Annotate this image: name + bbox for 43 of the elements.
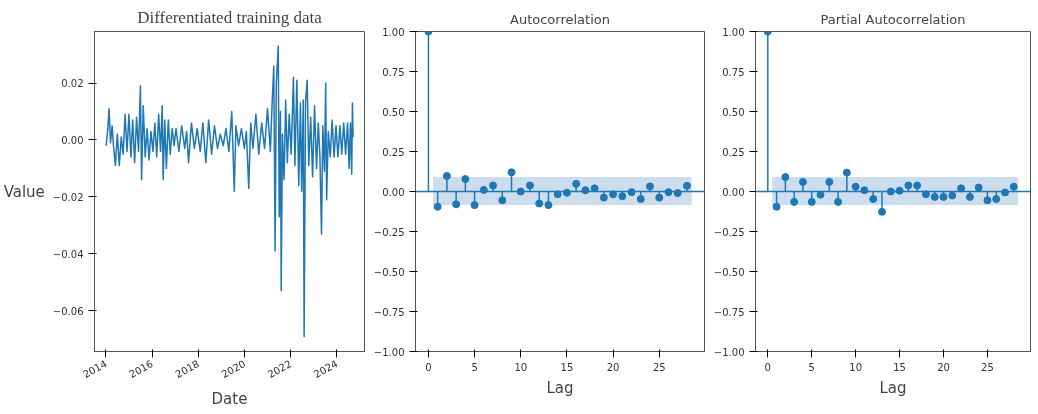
y-tick-label: 0.50 xyxy=(722,106,745,118)
x-tick-label: 25 xyxy=(652,361,666,373)
y-tick-label: 0.75 xyxy=(722,66,745,78)
x-tick-label: 20 xyxy=(606,361,620,373)
chart-title: Differentiated training data xyxy=(137,7,323,27)
y-tick-label: 0.00 xyxy=(382,186,405,198)
x-tick-label: 25 xyxy=(981,361,994,373)
chart-title: Partial Autocorrelation xyxy=(820,11,966,27)
x-tick-label: 5 xyxy=(471,361,478,373)
y-tick-label: 0.25 xyxy=(382,146,405,158)
y-tick-label: −0.50 xyxy=(713,266,745,278)
y-tick-label: 0.02 xyxy=(61,78,84,90)
x-tick-label: 10 xyxy=(514,361,528,373)
chart-title: Autocorrelation xyxy=(510,11,610,27)
x-tick-label: 20 xyxy=(937,361,950,373)
y-tick-label: −1.00 xyxy=(713,346,745,358)
x-tick-label: 2020 xyxy=(219,358,248,380)
y-tick-label: −1.00 xyxy=(373,346,405,358)
x-tick-label: 15 xyxy=(893,361,906,373)
y-tick-label: −0.25 xyxy=(713,226,745,238)
x-axis-title: Lag xyxy=(546,378,574,397)
y-tick-label: −0.75 xyxy=(373,306,405,318)
y-tick-label: 0.75 xyxy=(382,66,405,78)
y-tick-label: 0.50 xyxy=(382,106,405,118)
x-tick-label: 0 xyxy=(764,361,771,373)
y-tick-label: −0.75 xyxy=(713,306,745,318)
x-tick-label: 10 xyxy=(849,361,863,373)
y-tick-label: −0.04 xyxy=(52,248,84,260)
y-tick-label: −0.50 xyxy=(373,266,405,278)
x-axis-title: Lag xyxy=(879,378,907,397)
x-axis-title: Date xyxy=(211,389,248,408)
y-tick-label: 0.00 xyxy=(61,134,84,146)
y-tick-label: 0.00 xyxy=(722,186,745,198)
y-tick-label: −0.25 xyxy=(373,226,405,238)
x-tick-label: 15 xyxy=(560,361,574,373)
y-tick-label: 1.00 xyxy=(722,26,745,38)
y-tick-label: 0.25 xyxy=(722,146,745,158)
y-axis-title: Value xyxy=(3,182,45,201)
x-tick-label: 0 xyxy=(425,361,432,373)
y-tick-label: −0.02 xyxy=(52,191,84,203)
y-tick-label: −0.06 xyxy=(52,305,84,317)
y-tick-label: 1.00 xyxy=(382,26,405,38)
x-tick-label: 5 xyxy=(808,361,815,373)
